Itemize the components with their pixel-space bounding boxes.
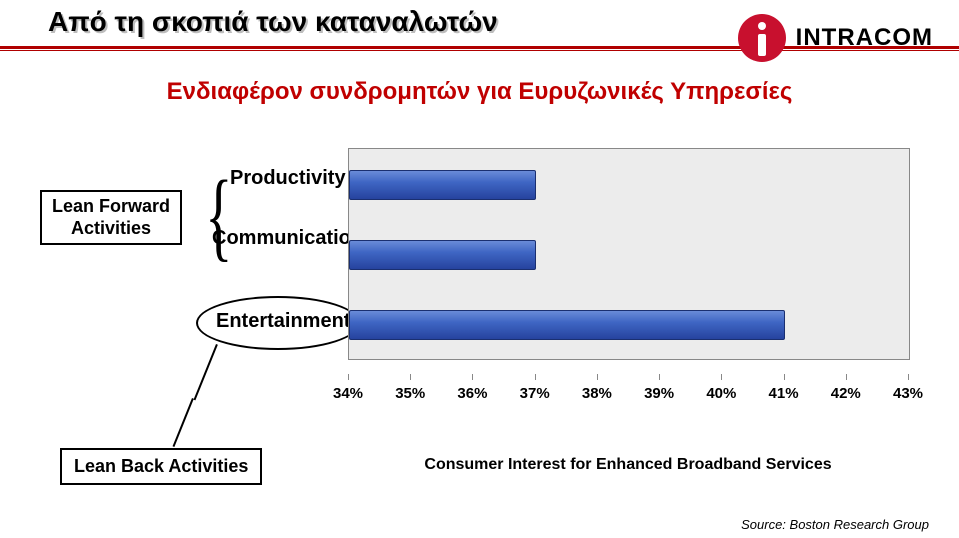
logo-text: INTRACOM [796, 24, 933, 52]
page-root: Από τη σκοπιά των καταναλωτών Από τη σκο… [0, 0, 959, 538]
x-tick-label: 37% [520, 385, 550, 402]
x-tick [908, 374, 909, 380]
x-tick-label: 35% [395, 385, 425, 402]
bar-entertainment [349, 310, 785, 338]
connector-line-upper [194, 344, 218, 400]
entertainment-highlight-oval [196, 296, 360, 350]
bar-slot-productivity [349, 149, 909, 219]
logo-mark [738, 14, 786, 62]
x-tick [846, 374, 847, 380]
bar-communication [349, 240, 536, 268]
bar-slot-entertainment [349, 289, 909, 359]
x-tick [721, 374, 722, 380]
x-tick [659, 374, 660, 380]
x-tick [472, 374, 473, 380]
x-tick-label: 41% [769, 385, 799, 402]
logo: INTRACOM [738, 14, 933, 62]
category-label-communication: Communication [212, 227, 363, 250]
chart: 34%35%36%37%38%39%40%41%42%43% [348, 148, 908, 408]
x-tick-label: 36% [457, 385, 487, 402]
x-tick [597, 374, 598, 380]
bar-productivity [349, 170, 536, 198]
logo-i-icon [758, 34, 766, 56]
category-label-productivity: Productivity [230, 167, 346, 190]
lean-forward-box: Lean ForwardActivities [40, 190, 182, 245]
source-attribution: Source: Boston Research Group [741, 517, 929, 532]
connector-line-lower [173, 398, 194, 447]
x-tick [535, 374, 536, 380]
x-tick-label: 42% [831, 385, 861, 402]
x-tick-label: 43% [893, 385, 923, 402]
x-tick-label: 34% [333, 385, 363, 402]
page-title: Από τη σκοπιά των καταναλωτών [48, 6, 498, 38]
page-title-wrap: Από τη σκοπιά των καταναλωτών Από τη σκο… [48, 6, 498, 38]
lean-back-box: Lean Back Activities [60, 448, 262, 485]
chart-plot-area [348, 148, 910, 360]
x-tick [348, 374, 349, 380]
x-tick-label: 39% [644, 385, 674, 402]
x-tick [784, 374, 785, 380]
chart-x-axis: 34%35%36%37%38%39%40%41%42%43% [348, 358, 908, 408]
subtitle: Ενδιαφέρον συνδρομητών για Ευρυζωνικές Υ… [0, 78, 959, 106]
logo-dot-icon [758, 22, 766, 30]
x-tick-label: 40% [706, 385, 736, 402]
x-tick [410, 374, 411, 380]
chart-caption: Consumer Interest for Enhanced Broadband… [348, 456, 908, 474]
brace-icon: { [205, 157, 232, 273]
x-tick-label: 38% [582, 385, 612, 402]
bar-slot-communication [349, 219, 909, 289]
